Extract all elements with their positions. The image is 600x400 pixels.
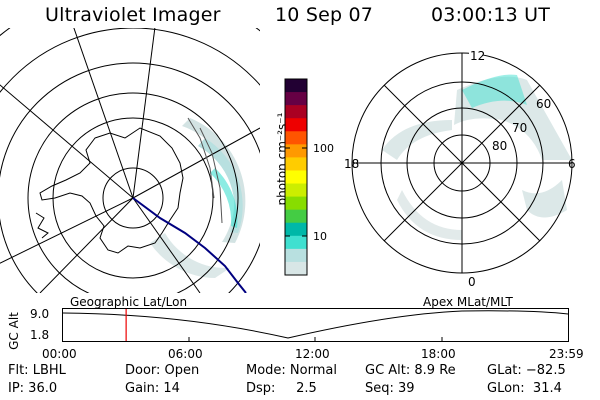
- colorbar-swatches: [285, 79, 307, 276]
- colorbar-swatch: [285, 105, 307, 119]
- mlat-label-70: 70: [512, 121, 527, 135]
- xtick-0000: 00:00: [42, 347, 77, 361]
- timeline-ylabel-wrap: GC Alt: [0, 312, 28, 352]
- mlat-label-60: 60: [536, 97, 551, 111]
- mode-label: Mode: Normal: [246, 363, 337, 378]
- xtick-0600: 06:00: [168, 347, 203, 361]
- left-map-label: Geographic Lat/Lon: [70, 295, 188, 309]
- colorbar-swatch: [285, 209, 307, 224]
- magnetic-polar-dial: 12 0 18 6 60 70 80: [344, 50, 576, 289]
- glon-label: GLon: 31.4: [487, 381, 562, 396]
- timeline-ylabel: GC Alt: [7, 312, 21, 350]
- colorbar-swatch: [285, 157, 307, 171]
- colorbar-label-wrap: photon cm⁻²s⁻¹: [262, 70, 289, 250]
- timeline-ytick-bottom: 1.8: [30, 328, 50, 342]
- colorbar-swatch: [285, 79, 307, 93]
- door-label: Door: Open: [125, 363, 200, 378]
- colorbar-tick-100: 100: [313, 142, 334, 155]
- dsp-label: Dsp: 2.5: [246, 381, 317, 396]
- instrument-title: Ultraviolet Imager: [45, 4, 221, 26]
- colorbar-swatch: [285, 144, 307, 158]
- colorbar-swatch: [285, 196, 307, 211]
- seq-label: Seq: 39: [365, 381, 415, 396]
- mlat-label-80: 80: [492, 139, 507, 153]
- longitude-meridians: [0, 28, 260, 293]
- antarctica-outline: [39, 127, 184, 254]
- glat-label: GLat: −82.5: [487, 363, 566, 378]
- filter-label: Flt: LBHL: [8, 363, 66, 378]
- colorbar-swatch: [285, 183, 307, 198]
- xtick-2359: 23:59: [549, 347, 584, 361]
- altitude-curve: [62, 310, 569, 339]
- colorbar-swatch: [285, 248, 307, 263]
- colorbar-swatch: [285, 261, 307, 276]
- mlt-label-18: 18: [344, 157, 359, 171]
- right-map-label: Apex MLat/MLT: [423, 295, 513, 309]
- geographic-map: [0, 28, 260, 293]
- colorbar-swatch: [285, 131, 307, 145]
- colorbar-swatch: [285, 222, 307, 237]
- mlt-grid-lines: [352, 53, 572, 273]
- colorbar-swatch: [285, 92, 307, 106]
- auroral-oval: [150, 118, 246, 278]
- mlt-label-12: 12: [470, 50, 485, 63]
- colorbar: 100 10: [284, 78, 334, 276]
- orbit-track: [132, 197, 247, 293]
- mlt-label-0: 0: [468, 275, 476, 289]
- ip-label: IP: 36.0: [8, 381, 58, 396]
- colorbar-swatch: [285, 170, 307, 185]
- gain-label: Gain: 14: [125, 381, 180, 396]
- latitude-circles: [0, 28, 260, 293]
- date-label: 10 Sep 07: [275, 4, 374, 26]
- colorbar-swatch: [285, 235, 307, 250]
- colorbar-swatch: [285, 118, 307, 132]
- mlt-label-6: 6: [568, 157, 576, 171]
- gc-alt-label: GC Alt: 8.9 Re: [365, 363, 456, 378]
- time-label: 03:00:13 UT: [431, 4, 551, 26]
- xtick-1800: 18:00: [421, 347, 456, 361]
- xtick-1200: 12:00: [295, 347, 330, 361]
- timeline-plot: [62, 308, 569, 342]
- colorbar-tick-10: 10: [313, 230, 327, 243]
- timeline-ytick-top: 9.0: [30, 307, 50, 321]
